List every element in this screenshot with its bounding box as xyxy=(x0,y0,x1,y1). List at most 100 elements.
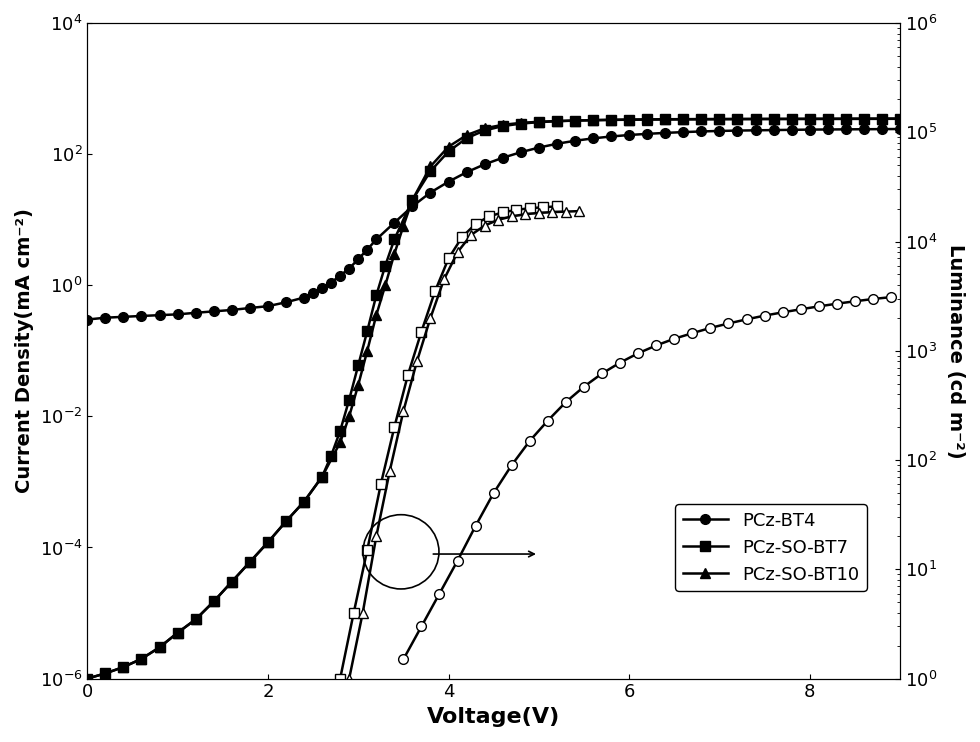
PCz-SO-BT10 xyxy=(226,577,238,586)
PCz-SO-BT7 xyxy=(317,472,328,481)
PCz-SO-BT10 xyxy=(641,115,653,124)
PCz-SO-BT7 xyxy=(713,114,725,123)
PCz-SO-BT7 xyxy=(388,235,400,244)
PCz-SO-BT7 xyxy=(100,669,112,678)
PCz-BT4 xyxy=(876,125,888,134)
Y-axis label: Luminance (cd m⁻²): Luminance (cd m⁻²) xyxy=(946,243,965,458)
PCz-SO-BT7 xyxy=(660,115,671,124)
PCz-SO-BT7 xyxy=(298,497,310,506)
PCz-SO-BT7 xyxy=(118,663,129,672)
PCz-SO-BT10 xyxy=(497,120,509,129)
PCz-SO-BT10 xyxy=(244,557,256,566)
PCz-SO-BT7 xyxy=(822,114,834,123)
PCz-SO-BT7 xyxy=(461,134,472,142)
PCz-SO-BT10 xyxy=(660,115,671,124)
PCz-BT4 xyxy=(424,188,436,197)
PCz-SO-BT10 xyxy=(606,116,617,125)
PCz-BT4 xyxy=(804,125,815,134)
PCz-SO-BT10 xyxy=(100,669,112,678)
PCz-BT4 xyxy=(154,311,166,320)
PCz-SO-BT7 xyxy=(641,115,653,124)
PCz-SO-BT10 xyxy=(569,116,581,125)
PCz-BT4 xyxy=(497,154,509,162)
Line: PCz-BT4: PCz-BT4 xyxy=(82,124,905,324)
PCz-BT4 xyxy=(767,125,779,134)
PCz-BT4 xyxy=(317,283,328,292)
PCz-BT4 xyxy=(696,127,708,136)
PCz-BT4 xyxy=(135,312,147,321)
PCz-SO-BT7 xyxy=(732,114,744,123)
PCz-SO-BT7 xyxy=(443,147,455,156)
PCz-SO-BT7 xyxy=(407,196,418,205)
PCz-SO-BT7 xyxy=(894,114,906,123)
PCz-SO-BT7 xyxy=(370,291,382,300)
PCz-SO-BT10 xyxy=(353,381,365,390)
PCz-BT4 xyxy=(388,218,400,227)
PCz-SO-BT10 xyxy=(280,517,292,526)
PCz-SO-BT10 xyxy=(81,674,93,683)
PCz-BT4 xyxy=(750,126,761,135)
PCz-SO-BT10 xyxy=(135,654,147,663)
PCz-BT4 xyxy=(786,125,798,134)
PCz-SO-BT7 xyxy=(334,427,346,436)
PCz-BT4 xyxy=(732,126,744,135)
PCz-SO-BT7 xyxy=(353,361,365,370)
PCz-BT4 xyxy=(858,125,870,134)
PCz-SO-BT10 xyxy=(551,116,563,125)
PCz-BT4 xyxy=(443,177,455,186)
PCz-SO-BT10 xyxy=(172,628,183,637)
PCz-BT4 xyxy=(325,278,337,287)
PCz-SO-BT7 xyxy=(677,115,689,124)
X-axis label: Voltage(V): Voltage(V) xyxy=(427,707,561,727)
PCz-BT4 xyxy=(362,245,373,254)
PCz-SO-BT10 xyxy=(840,114,852,123)
PCz-BT4 xyxy=(407,202,418,211)
PCz-SO-BT10 xyxy=(696,115,708,124)
PCz-SO-BT7 xyxy=(623,115,635,124)
PCz-SO-BT10 xyxy=(461,131,472,139)
PCz-SO-BT7 xyxy=(154,643,166,651)
PCz-SO-BT10 xyxy=(479,124,491,133)
PCz-SO-BT7 xyxy=(551,116,563,125)
PCz-SO-BT10 xyxy=(379,280,391,289)
PCz-BT4 xyxy=(677,128,689,137)
PCz-SO-BT10 xyxy=(208,597,220,606)
PCz-SO-BT10 xyxy=(362,347,373,355)
PCz-BT4 xyxy=(587,134,599,143)
PCz-SO-BT10 xyxy=(623,115,635,124)
PCz-SO-BT7 xyxy=(424,167,436,176)
PCz-SO-BT7 xyxy=(226,577,238,586)
PCz-SO-BT7 xyxy=(786,114,798,123)
PCz-SO-BT10 xyxy=(587,116,599,125)
PCz-SO-BT10 xyxy=(388,249,400,258)
PCz-BT4 xyxy=(307,289,318,298)
PCz-SO-BT7 xyxy=(172,628,183,637)
PCz-SO-BT7 xyxy=(606,115,617,124)
PCz-SO-BT10 xyxy=(190,615,202,624)
PCz-SO-BT7 xyxy=(280,517,292,526)
PCz-SO-BT7 xyxy=(858,114,870,123)
PCz-BT4 xyxy=(244,303,256,312)
PCz-SO-BT10 xyxy=(858,114,870,123)
PCz-SO-BT7 xyxy=(804,114,815,123)
PCz-SO-BT7 xyxy=(876,114,888,123)
PCz-SO-BT10 xyxy=(804,114,815,123)
PCz-SO-BT10 xyxy=(876,114,888,123)
PCz-SO-BT10 xyxy=(424,162,436,171)
PCz-SO-BT7 xyxy=(767,114,779,123)
PCz-SO-BT7 xyxy=(362,326,373,335)
PCz-BT4 xyxy=(514,148,526,157)
Legend: PCz-BT4, PCz-SO-BT7, PCz-SO-BT10: PCz-BT4, PCz-SO-BT7, PCz-SO-BT10 xyxy=(675,505,866,591)
PCz-BT4 xyxy=(190,309,202,318)
PCz-SO-BT10 xyxy=(334,438,346,447)
PCz-SO-BT7 xyxy=(569,116,581,125)
PCz-SO-BT7 xyxy=(696,114,708,123)
PCz-BT4 xyxy=(660,128,671,137)
PCz-SO-BT7 xyxy=(135,654,147,663)
PCz-BT4 xyxy=(894,125,906,134)
PCz-BT4 xyxy=(343,264,355,273)
PCz-SO-BT10 xyxy=(786,114,798,123)
PCz-SO-BT10 xyxy=(767,115,779,124)
Line: PCz-SO-BT7: PCz-SO-BT7 xyxy=(82,114,905,683)
PCz-SO-BT10 xyxy=(533,117,545,126)
